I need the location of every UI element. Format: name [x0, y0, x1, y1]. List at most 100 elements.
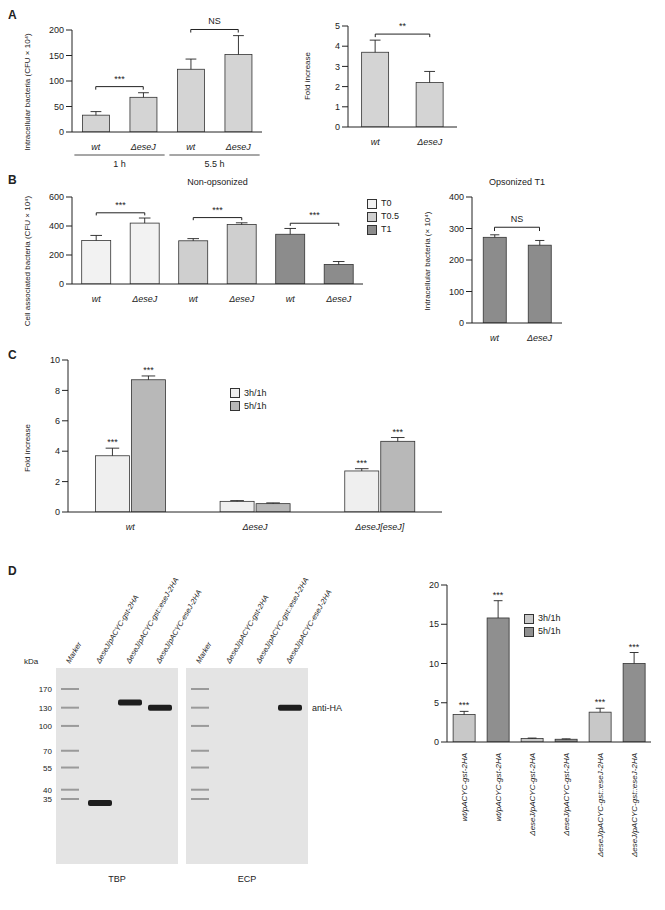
svg-text:anti-HA: anti-HA — [312, 703, 342, 713]
svg-text:3: 3 — [335, 62, 340, 72]
svg-text:wt/pACYC-gst-2HA: wt/pACYC-gst-2HA — [460, 753, 469, 821]
svg-text:20: 20 — [429, 580, 439, 590]
svg-text:10: 10 — [429, 659, 439, 669]
svg-text:ΔeseJ: ΔeseJ — [325, 294, 352, 304]
svg-text:***: *** — [459, 700, 470, 710]
svg-text:ΔeseJ/pACYC-gst::eseJ-2HA: ΔeseJ/pACYC-gst::eseJ-2HA — [253, 576, 310, 666]
svg-text:ΔeseJ/pACYC-gst-2HA: ΔeseJ/pACYC-gst-2HA — [223, 593, 271, 665]
svg-text:5.5 h: 5.5 h — [204, 159, 224, 169]
svg-text:100: 100 — [39, 722, 53, 731]
svg-text:***: *** — [114, 74, 125, 84]
svg-text:wt: wt — [490, 333, 499, 343]
svg-text:15: 15 — [429, 619, 439, 629]
svg-text:wt: wt — [186, 142, 195, 152]
html-text:5h/1h: 5h/1h — [244, 400, 267, 411]
svg-text:ΔeseJ/pACYC-gst-2HA: ΔeseJ/pACYC-gst-2HA — [562, 753, 571, 837]
svg-text:ΔeseJ/pACYC-gst::eseJ-2HA: ΔeseJ/pACYC-gst::eseJ-2HA — [596, 753, 605, 858]
svg-text:600: 600 — [49, 192, 64, 202]
svg-text:***: *** — [629, 642, 640, 652]
html-text:5h/1h: 5h/1h — [538, 626, 561, 637]
svg-text:ΔeseJ: ΔeseJ — [241, 522, 268, 532]
svg-text:70: 70 — [43, 747, 52, 756]
svg-text:1 h: 1 h — [113, 159, 126, 169]
html-text:Intracellular bacteria (CFU ×: Intracellular bacteria (CFU × 10⁴) — [22, 33, 32, 151]
svg-text:ΔeseJ/pACYC-gst-2HA: ΔeseJ/pACYC-gst-2HA — [528, 753, 537, 837]
svg-text:0: 0 — [59, 127, 64, 137]
svg-text:4: 4 — [335, 41, 340, 51]
svg-text:200: 200 — [49, 25, 64, 35]
svg-text:0: 0 — [59, 279, 64, 289]
svg-text:ΔeseJ/pACYC-gst-2HA: ΔeseJ/pACYC-gst-2HA — [93, 593, 141, 665]
svg-text:***: *** — [212, 205, 223, 215]
svg-text:wt: wt — [189, 294, 198, 304]
svg-text:300: 300 — [449, 224, 464, 234]
svg-text:2: 2 — [335, 82, 340, 92]
svg-text:ΔeseJ: ΔeseJ — [130, 142, 157, 152]
svg-text:wt: wt — [371, 137, 380, 147]
svg-text:ΔeseJ: ΔeseJ — [526, 333, 553, 343]
svg-text:1: 1 — [335, 102, 340, 112]
svg-text:55: 55 — [43, 764, 52, 773]
svg-text:wt: wt — [92, 294, 101, 304]
svg-text:***: *** — [309, 210, 320, 220]
html-text:T1: T1 — [381, 224, 392, 234]
svg-text:***: *** — [595, 697, 606, 707]
svg-text:10: 10 — [50, 355, 60, 365]
svg-text:5: 5 — [335, 21, 340, 31]
html-text:T0.5: T0.5 — [381, 211, 399, 221]
svg-text:kDa: kDa — [24, 657, 39, 666]
svg-text:ΔeseJ: ΔeseJ — [416, 137, 443, 147]
html-text:3h/1h: 3h/1h — [538, 613, 561, 624]
svg-text:200: 200 — [49, 250, 64, 260]
svg-text:***: *** — [115, 200, 126, 210]
svg-text:NS: NS — [208, 16, 221, 26]
svg-text:ΔeseJ/pACYC-gst::eseJ-2HA: ΔeseJ/pACYC-gst::eseJ-2HA — [630, 753, 639, 858]
svg-text:Marker: Marker — [194, 640, 214, 665]
svg-text:4: 4 — [55, 446, 60, 456]
svg-text:ΔeseJ: ΔeseJ — [228, 294, 255, 304]
svg-text:***: *** — [393, 427, 404, 437]
svg-text:wt: wt — [91, 142, 100, 152]
svg-text:50: 50 — [54, 102, 64, 112]
svg-text:***: *** — [493, 590, 504, 600]
svg-text:130: 130 — [39, 704, 53, 713]
svg-text:40: 40 — [43, 786, 52, 795]
svg-text:400: 400 — [49, 221, 64, 231]
svg-text:150: 150 — [49, 51, 64, 61]
svg-text:ΔeseJ: ΔeseJ — [131, 294, 158, 304]
svg-text:0: 0 — [459, 318, 464, 328]
html-text:T0: T0 — [381, 198, 392, 208]
svg-text:ΔeseJ: ΔeseJ — [225, 142, 252, 152]
svg-text:wt/pACYC-gst-2HA: wt/pACYC-gst-2HA — [494, 753, 503, 821]
svg-text:8: 8 — [55, 386, 60, 396]
svg-text:400: 400 — [449, 192, 464, 202]
html-text:Non-opsonized: Non-opsonized — [187, 177, 248, 187]
svg-text:ΔeseJ/pACYC-eseJ-2HA: ΔeseJ/pACYC-eseJ-2HA — [153, 588, 203, 666]
svg-text:ΔeseJ/pACYC-gst::eseJ-2HA: ΔeseJ/pACYC-gst::eseJ-2HA — [123, 576, 180, 666]
svg-text:***: *** — [107, 437, 118, 447]
svg-text:wt: wt — [126, 522, 135, 532]
svg-text:0: 0 — [434, 737, 439, 747]
svg-text:100: 100 — [49, 76, 64, 86]
svg-text:wt: wt — [286, 294, 295, 304]
html-text:3h/1h: 3h/1h — [244, 387, 267, 398]
svg-text:***: *** — [357, 458, 368, 468]
svg-text:200: 200 — [449, 255, 464, 265]
svg-text:6: 6 — [55, 416, 60, 426]
svg-text:Marker: Marker — [64, 640, 84, 665]
svg-text:***: *** — [143, 365, 154, 375]
svg-text:2: 2 — [55, 477, 60, 487]
svg-text:**: ** — [399, 21, 407, 31]
svg-text:100: 100 — [449, 287, 464, 297]
svg-text:TBP: TBP — [108, 874, 126, 884]
svg-text:35: 35 — [43, 795, 52, 804]
svg-text:5: 5 — [434, 698, 439, 708]
svg-text:170: 170 — [39, 685, 53, 694]
svg-text:0: 0 — [335, 122, 340, 132]
svg-text:0: 0 — [55, 507, 60, 517]
svg-text:ECP: ECP — [238, 874, 257, 884]
html-text:Fold increase: Fold increase — [302, 52, 312, 100]
svg-text:NS: NS — [511, 214, 524, 224]
svg-text:ΔeseJ[eseJ]: ΔeseJ[eseJ] — [354, 522, 405, 532]
svg-text:ΔeseJ/pACYC-eseJ-2HA: ΔeseJ/pACYC-eseJ-2HA — [283, 588, 333, 666]
